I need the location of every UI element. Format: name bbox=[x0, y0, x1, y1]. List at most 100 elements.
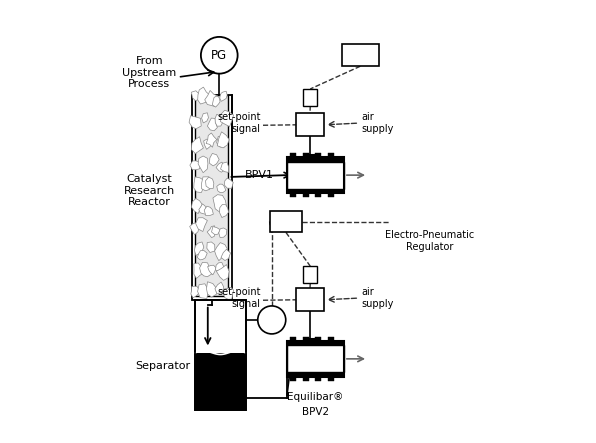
Polygon shape bbox=[195, 218, 207, 232]
Bar bbox=[328, 337, 334, 341]
Bar bbox=[287, 162, 344, 189]
Bar bbox=[303, 377, 309, 381]
Polygon shape bbox=[223, 288, 234, 299]
Polygon shape bbox=[217, 184, 226, 193]
Bar bbox=[303, 193, 309, 198]
Polygon shape bbox=[216, 162, 225, 172]
Text: From
Upstream
Process: From Upstream Process bbox=[122, 56, 176, 89]
Bar bbox=[303, 266, 317, 283]
Polygon shape bbox=[206, 133, 217, 147]
Polygon shape bbox=[197, 284, 209, 299]
Bar bbox=[287, 341, 344, 345]
Text: air
supply: air supply bbox=[361, 287, 394, 309]
Polygon shape bbox=[209, 153, 219, 166]
Polygon shape bbox=[221, 110, 234, 127]
Text: LC: LC bbox=[265, 315, 278, 325]
Polygon shape bbox=[189, 116, 201, 129]
Bar bbox=[315, 193, 321, 198]
Text: BPV2: BPV2 bbox=[302, 407, 329, 417]
Circle shape bbox=[257, 306, 285, 334]
Text: PID: PID bbox=[276, 215, 296, 228]
Polygon shape bbox=[205, 90, 218, 107]
Polygon shape bbox=[221, 162, 229, 172]
Bar bbox=[269, 210, 302, 233]
Bar bbox=[192, 95, 231, 300]
Polygon shape bbox=[207, 118, 218, 131]
Polygon shape bbox=[201, 177, 210, 191]
Text: Separator: Separator bbox=[135, 361, 190, 371]
Bar bbox=[290, 377, 296, 381]
Bar bbox=[287, 345, 344, 373]
Bar bbox=[303, 89, 317, 105]
Bar bbox=[296, 288, 324, 311]
Polygon shape bbox=[194, 177, 204, 193]
Text: set-point
signal: set-point signal bbox=[218, 287, 261, 309]
Polygon shape bbox=[198, 87, 210, 104]
Polygon shape bbox=[215, 114, 224, 126]
Polygon shape bbox=[190, 223, 199, 235]
Polygon shape bbox=[219, 205, 228, 218]
Bar bbox=[290, 193, 296, 198]
Polygon shape bbox=[190, 161, 200, 170]
Bar bbox=[287, 373, 344, 377]
Polygon shape bbox=[204, 139, 211, 149]
Polygon shape bbox=[191, 198, 202, 214]
Polygon shape bbox=[206, 177, 214, 188]
Text: PLC: PLC bbox=[349, 49, 371, 62]
Polygon shape bbox=[212, 96, 220, 107]
Polygon shape bbox=[201, 113, 209, 123]
Bar bbox=[290, 337, 296, 341]
Bar bbox=[296, 113, 324, 136]
Polygon shape bbox=[216, 136, 225, 147]
Bar bbox=[315, 377, 321, 381]
Bar bbox=[290, 153, 296, 157]
Polygon shape bbox=[194, 242, 204, 255]
Polygon shape bbox=[212, 226, 221, 235]
Polygon shape bbox=[215, 282, 224, 294]
Text: E/P: E/P bbox=[302, 120, 318, 130]
Text: air
supply: air supply bbox=[361, 112, 394, 134]
Text: set-point
signal: set-point signal bbox=[218, 112, 261, 134]
Polygon shape bbox=[199, 204, 207, 214]
Bar bbox=[195, 353, 246, 410]
Text: E/P: E/P bbox=[302, 295, 318, 305]
Polygon shape bbox=[207, 242, 215, 253]
Polygon shape bbox=[207, 265, 216, 275]
Bar bbox=[287, 189, 344, 193]
Bar bbox=[287, 341, 344, 377]
Text: Electro-Pneumatic
Regulator: Electro-Pneumatic Regulator bbox=[384, 230, 474, 252]
Bar bbox=[328, 193, 334, 198]
Bar bbox=[342, 44, 379, 66]
Polygon shape bbox=[215, 243, 228, 261]
Bar bbox=[328, 153, 334, 157]
Polygon shape bbox=[220, 91, 227, 101]
Circle shape bbox=[201, 37, 238, 74]
Polygon shape bbox=[216, 262, 224, 271]
Polygon shape bbox=[219, 228, 227, 237]
Text: PG: PG bbox=[211, 49, 227, 62]
Bar bbox=[287, 157, 344, 162]
Text: Equilibar®: Equilibar® bbox=[287, 392, 344, 402]
Polygon shape bbox=[216, 264, 229, 280]
Polygon shape bbox=[213, 194, 226, 212]
Polygon shape bbox=[206, 282, 216, 297]
Polygon shape bbox=[191, 286, 199, 298]
Bar bbox=[195, 300, 246, 410]
Bar bbox=[287, 157, 344, 193]
Text: Catalyst
Research
Reactor: Catalyst Research Reactor bbox=[123, 174, 175, 207]
Bar bbox=[303, 337, 309, 341]
Bar bbox=[315, 153, 321, 157]
Polygon shape bbox=[197, 250, 207, 260]
Polygon shape bbox=[191, 137, 203, 154]
Polygon shape bbox=[225, 178, 233, 188]
Polygon shape bbox=[200, 262, 212, 277]
Polygon shape bbox=[218, 132, 229, 148]
Polygon shape bbox=[198, 156, 208, 173]
Polygon shape bbox=[204, 206, 213, 216]
Bar bbox=[303, 153, 309, 157]
Polygon shape bbox=[207, 226, 215, 237]
Polygon shape bbox=[221, 249, 231, 260]
Polygon shape bbox=[194, 263, 205, 279]
Bar bbox=[328, 377, 334, 381]
Bar bbox=[195, 300, 246, 410]
